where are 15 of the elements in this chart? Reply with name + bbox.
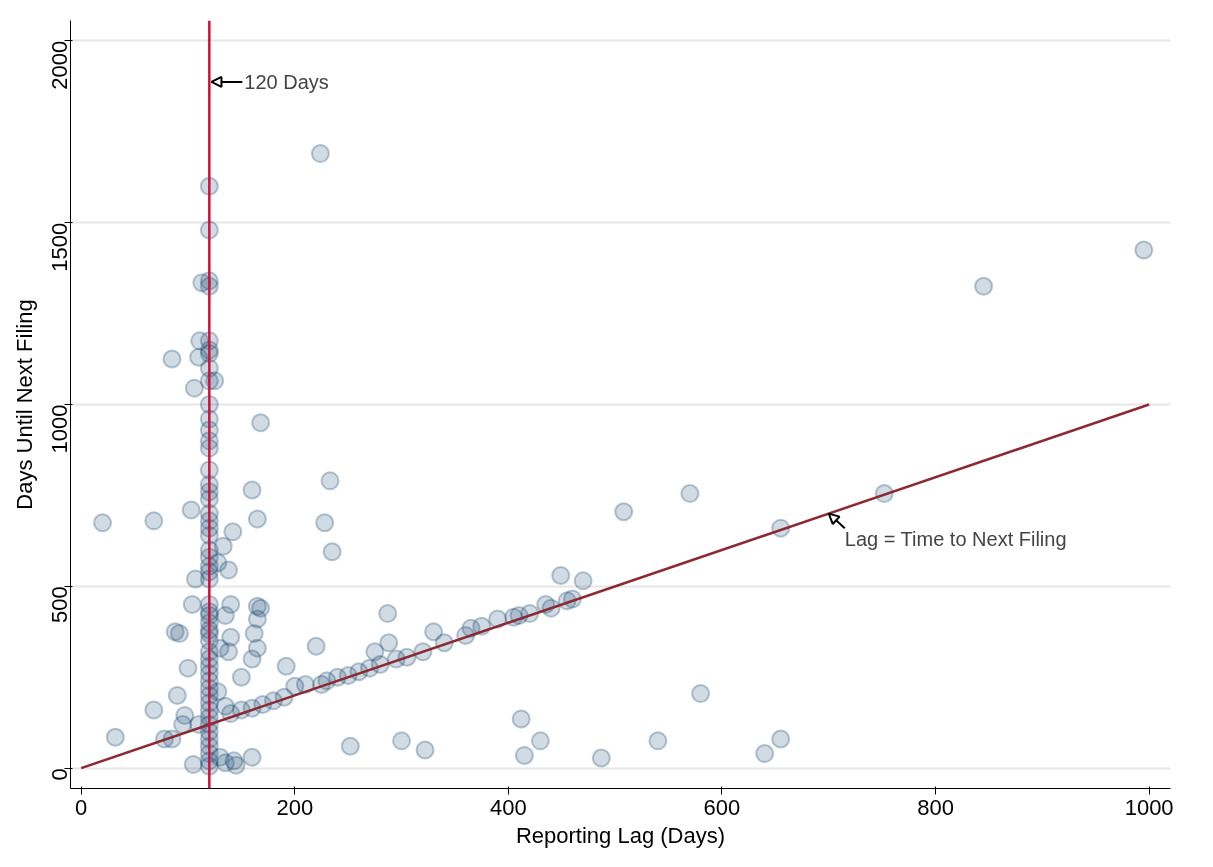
x-tick-label: 600 — [703, 794, 741, 820]
annotation: Lag = Time to Next Filing — [844, 528, 1067, 551]
x-tick-label: 400 — [490, 794, 527, 820]
y-tick-label: 500 — [47, 586, 72, 624]
y-tick-label: 1500 — [47, 222, 72, 272]
y-axis-title: Days Until Next Filing — [11, 299, 37, 510]
y-tick-label: 0 — [47, 768, 72, 781]
x-axis-title: Reporting Lag (Days) — [515, 822, 726, 848]
x-tick-label: 800 — [917, 794, 954, 820]
ref-line-label: 120 Days — [244, 70, 329, 93]
x-tick-label: 0 — [75, 794, 88, 820]
x-tick-label: 1000 — [1124, 794, 1174, 820]
x-tick-label: 200 — [276, 794, 314, 820]
y-tick-label: 2000 — [47, 40, 72, 90]
y-tick-label: 1000 — [47, 404, 72, 454]
